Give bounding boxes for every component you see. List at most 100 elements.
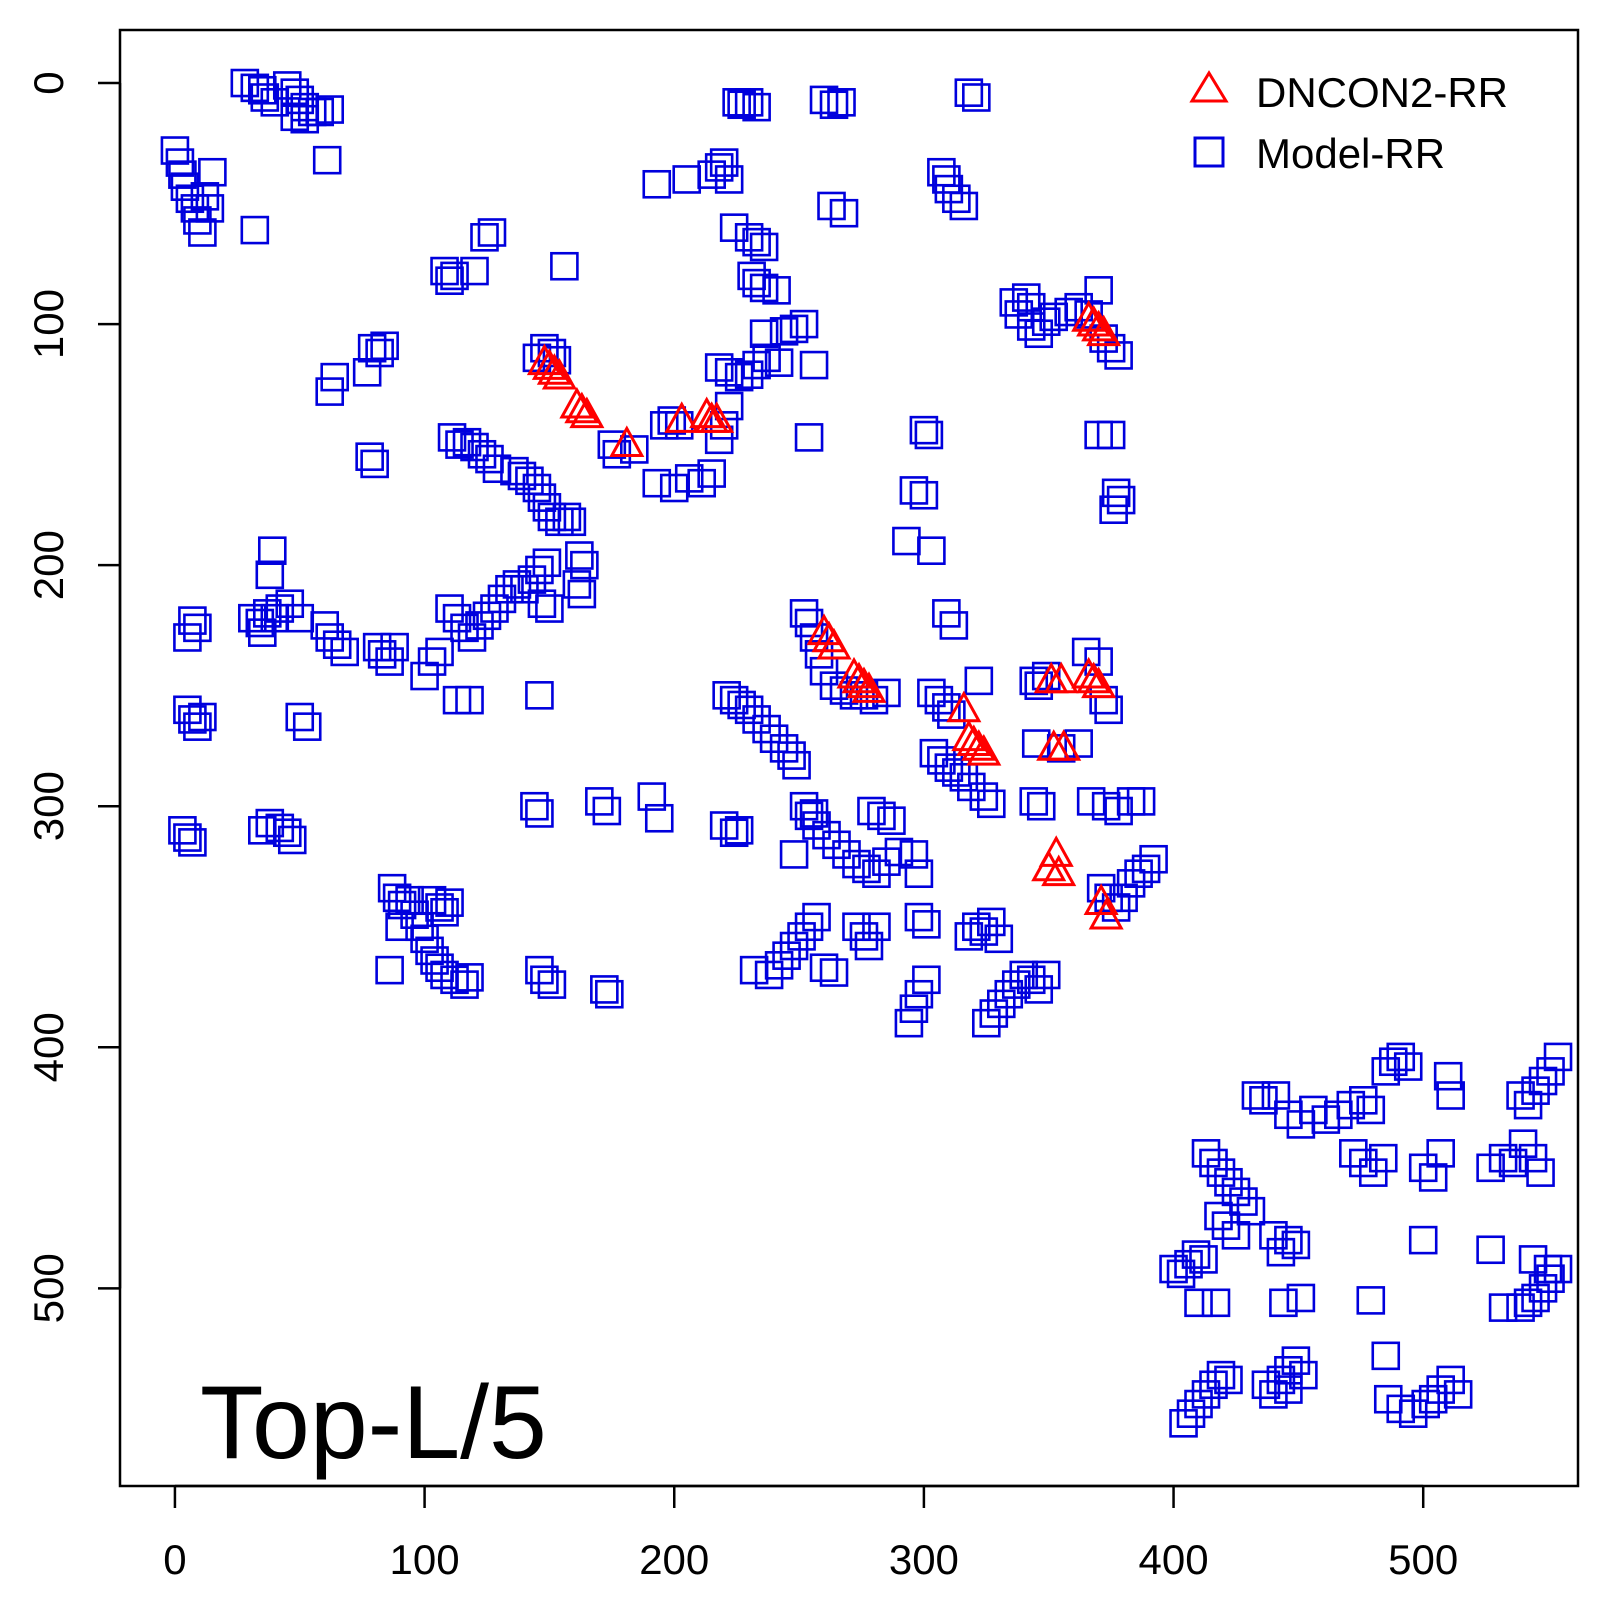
model-rr-point	[912, 910, 941, 939]
model-rr-point	[1001, 970, 1031, 999]
y-tick-label: 100	[25, 289, 72, 359]
model-rr-point	[1259, 1380, 1288, 1409]
model-rr-point	[1436, 1365, 1465, 1395]
model-rr-point	[1476, 1235, 1505, 1265]
model-rr-point	[592, 796, 622, 826]
model-rr-point	[644, 803, 674, 833]
model-rr-point	[183, 613, 212, 643]
model-rr-point	[649, 411, 679, 440]
model-rr-point	[892, 526, 921, 556]
model-rr-point	[739, 955, 769, 985]
model-rr-point	[470, 223, 499, 252]
model-rr-point	[292, 712, 322, 741]
model-rr-point	[857, 796, 886, 826]
model-rr-point	[1274, 1375, 1303, 1404]
model-rr-point	[1199, 1370, 1228, 1400]
model-rr-point	[1031, 307, 1061, 336]
model-rr-point	[472, 601, 502, 631]
model-rr-point	[1533, 1254, 1563, 1284]
model-rr-point	[375, 647, 404, 676]
model-rr-point	[178, 705, 207, 734]
model-rr-point	[530, 965, 559, 995]
model-rr-point	[590, 975, 619, 1004]
x-tick-label: 0	[163, 1536, 186, 1583]
model-rr-point	[1054, 297, 1083, 327]
model-rr-point	[939, 611, 969, 640]
dncon2-rr-point	[1081, 666, 1117, 699]
model-rr-point	[1508, 1129, 1538, 1158]
x-tick-label: 400	[1139, 1536, 1209, 1583]
model-rr-point	[829, 198, 859, 228]
model-rr-point	[173, 623, 202, 652]
model-rr-point	[1418, 1163, 1448, 1192]
model-rr-point	[527, 589, 557, 619]
model-rr-point	[178, 828, 207, 857]
model-rr-point	[932, 693, 961, 722]
dncon2-rr-point	[1043, 661, 1079, 694]
y-tick-label: 400	[25, 1012, 72, 1082]
model-rr-point	[550, 251, 579, 281]
dncon2-rr-point	[664, 401, 700, 433]
legend-label-dncon2: DNCON2-RR	[1256, 69, 1508, 116]
y-tick-label: 0	[25, 71, 72, 94]
model-rr-point	[919, 738, 949, 768]
model-rr-point	[198, 157, 227, 187]
model-rr-point	[1368, 1143, 1398, 1173]
model-rr-point	[994, 979, 1024, 1009]
model-rr-point	[1229, 1187, 1258, 1216]
model-rr-point	[585, 787, 614, 816]
model-rr-point	[904, 902, 934, 932]
model-rr-point	[480, 594, 509, 623]
model-rr-point	[799, 350, 829, 380]
dncon2-rr-point	[946, 690, 982, 723]
dncon2-rr-point	[1083, 883, 1119, 916]
model-rr-point	[619, 435, 649, 464]
model-rr-point	[1513, 1090, 1543, 1120]
model-rr-point	[1021, 729, 1051, 758]
model-rr-point	[742, 268, 771, 298]
model-rr-point	[927, 157, 956, 187]
model-rr-point	[742, 227, 771, 257]
model-rr-point	[704, 353, 734, 382]
model-rr-point	[178, 606, 207, 635]
model-rr-point	[904, 859, 934, 889]
dncon2-rr-point	[1041, 854, 1077, 887]
model-rr-point	[734, 360, 764, 390]
model-rr-point	[537, 338, 567, 368]
model-rr-point	[248, 618, 277, 647]
model-rr-point	[415, 936, 444, 966]
model-rr-point	[1506, 1293, 1535, 1322]
x-tick-label: 200	[639, 1536, 709, 1583]
model-rr-point	[1378, 1047, 1408, 1077]
model-rr-point	[764, 951, 794, 980]
model-rr-point	[719, 213, 749, 242]
model-rr-point	[1206, 1360, 1236, 1390]
model-rr-point	[769, 317, 799, 346]
model-rr-point	[1269, 1288, 1298, 1318]
model-rr-point	[779, 840, 809, 869]
model-rr-point	[1488, 1143, 1518, 1173]
model-rr-point	[1426, 1139, 1455, 1168]
model-rr-point	[884, 837, 914, 867]
model-rr-point	[1281, 1346, 1311, 1375]
model-rr-point	[1009, 960, 1039, 990]
model-rr-point	[1386, 1042, 1416, 1072]
model-rr-point	[417, 647, 447, 676]
model-rr-point	[467, 439, 497, 469]
model-rr-point	[437, 423, 467, 452]
model-rr-point	[642, 468, 672, 498]
model-rr-point	[552, 502, 582, 532]
model-rr-point	[1214, 1167, 1243, 1197]
model-rr-point	[597, 430, 627, 459]
model-rr-point	[255, 808, 285, 838]
model-rr-point	[410, 661, 439, 691]
model-rr-point	[842, 849, 871, 879]
model-rr-point	[520, 791, 549, 821]
model-rr-point	[984, 924, 1014, 954]
model-rr-point	[1339, 1139, 1368, 1168]
model-rr-point	[964, 666, 994, 696]
dncon2-rr-point	[689, 396, 725, 429]
model-rr-point	[595, 979, 624, 1009]
model-rr-point	[954, 78, 984, 107]
